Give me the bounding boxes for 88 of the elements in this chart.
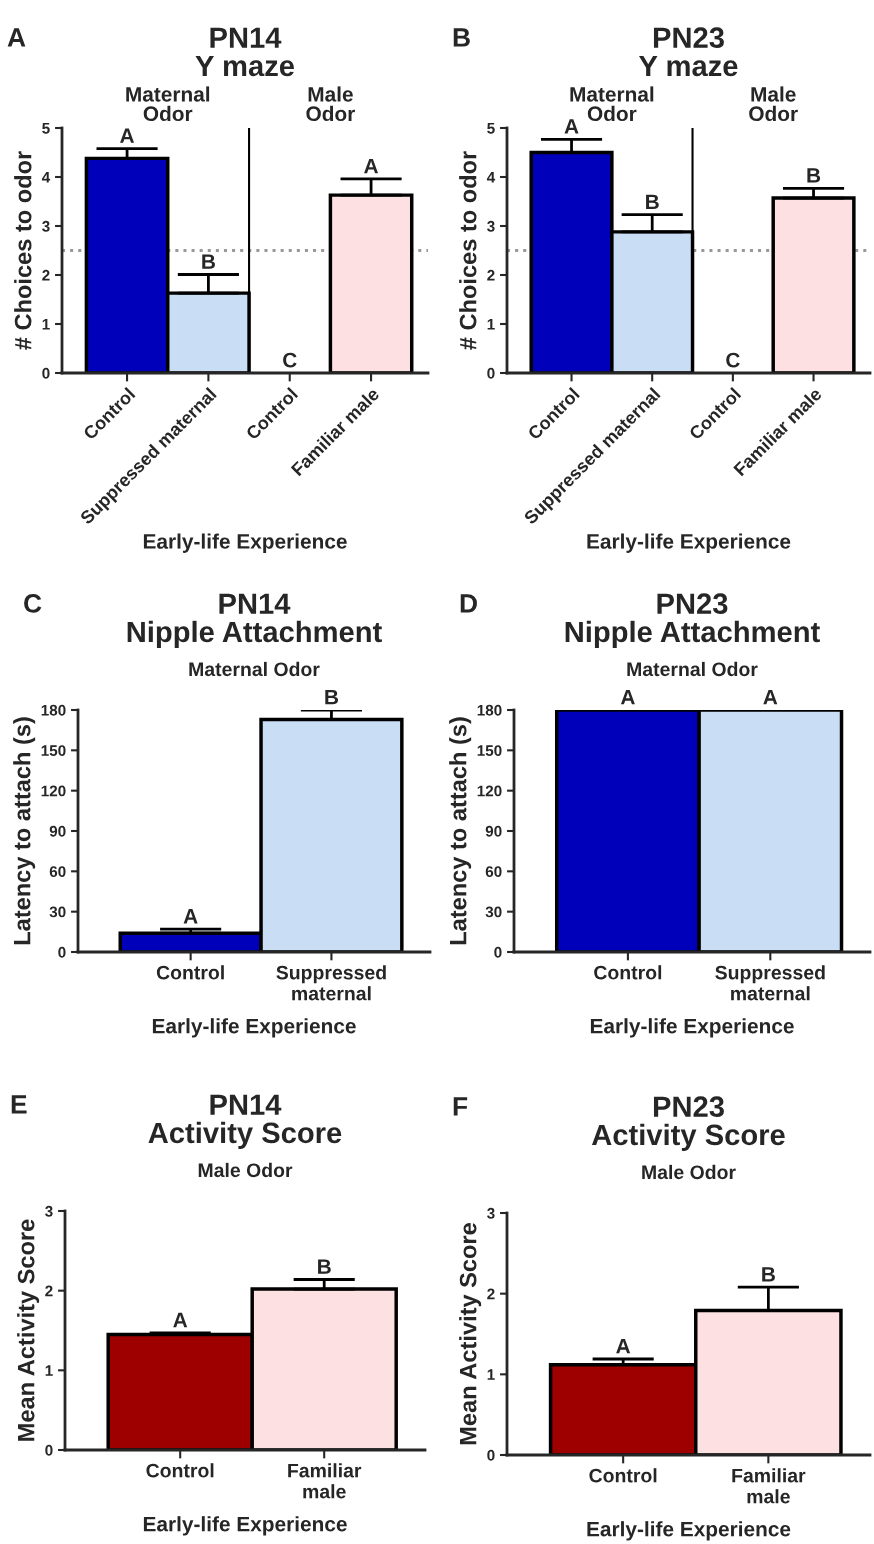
y-tick-label: 3 bbox=[45, 1205, 53, 1217]
text: Maternal Odor bbox=[126, 86, 210, 122]
chart-title: PN23 Nipple Attachment bbox=[565, 593, 820, 648]
y-tick-label: 1 bbox=[42, 319, 50, 330]
y-tick-label: 0 bbox=[487, 1449, 495, 1461]
y-tick-label: 30 bbox=[49, 906, 66, 918]
y-tick-label: 1 bbox=[487, 319, 495, 330]
data-label: B bbox=[646, 194, 659, 210]
y-tick-label: 3 bbox=[42, 220, 50, 232]
data-label: B bbox=[762, 1267, 775, 1282]
text: C bbox=[24, 594, 42, 613]
x-tick-label: Control bbox=[594, 965, 662, 980]
chart-subtitle: Maternal Odor bbox=[189, 661, 320, 677]
data-label: A bbox=[620, 689, 635, 705]
data-label: A bbox=[364, 158, 379, 174]
data-label: B bbox=[807, 168, 821, 183]
data-label: A bbox=[173, 1312, 188, 1328]
y-tick-label: 0 bbox=[58, 946, 66, 958]
data-label: B bbox=[318, 1259, 331, 1274]
data-label: B bbox=[325, 689, 339, 705]
y-tick-label: 3 bbox=[487, 220, 495, 232]
x-axis-title: Early-life Experience bbox=[590, 1018, 794, 1038]
chart-subtitle: Male Odor bbox=[198, 1162, 293, 1178]
y-tick-label: 2 bbox=[487, 269, 495, 281]
text: F bbox=[453, 1097, 468, 1116]
x-axis-title: Early-life Experience bbox=[143, 533, 347, 553]
x-tick-label: Familiar male bbox=[288, 1463, 362, 1499]
x-tick-label: Control bbox=[156, 965, 224, 980]
y-tick-label: 180 bbox=[41, 704, 66, 716]
chart-subtitle: Male Odor bbox=[642, 1164, 736, 1180]
chart-subtitle: Maternal Odor bbox=[627, 661, 758, 677]
data-label: C bbox=[283, 352, 297, 368]
x-tick-label: Suppressed maternal bbox=[715, 965, 825, 1001]
text: E bbox=[11, 1095, 27, 1114]
y-tick-label: 2 bbox=[487, 1288, 495, 1300]
y-axis-title: Mean Activity Score bbox=[459, 1223, 482, 1445]
y-tick-label: 30 bbox=[485, 906, 502, 918]
y-tick-label: 60 bbox=[49, 866, 66, 878]
text: A bbox=[7, 28, 26, 47]
chart-title: PN14 Activity Score bbox=[148, 1094, 342, 1149]
text: Male Odor bbox=[306, 86, 355, 122]
y-tick-label: 120 bbox=[477, 785, 502, 797]
text: D bbox=[460, 594, 477, 613]
x-tick-label: Familiar male bbox=[732, 1468, 806, 1504]
y-axis-title: # Choices to odor bbox=[14, 151, 32, 350]
y-tick-label: 5 bbox=[487, 123, 495, 134]
y-tick-label: 4 bbox=[41, 172, 51, 183]
x-axis-title: Early-life Experience bbox=[152, 1018, 356, 1038]
data-label: B bbox=[202, 254, 215, 269]
y-tick-label: 90 bbox=[485, 825, 502, 837]
chart-title: PN14 Y maze bbox=[195, 27, 295, 77]
y-tick-label: 90 bbox=[49, 825, 66, 837]
text: Male Odor bbox=[749, 86, 798, 122]
data-label: A bbox=[183, 909, 198, 924]
chart-title: PN14 Nipple Attachment bbox=[127, 593, 382, 648]
x-tick-label: Control bbox=[146, 1463, 214, 1478]
y-tick-label: 2 bbox=[45, 1285, 53, 1297]
y-tick-label: 5 bbox=[42, 123, 50, 134]
x-axis-title: Early-life Experience bbox=[143, 1516, 347, 1536]
x-tick-label: Control bbox=[589, 1468, 657, 1483]
data-label: A bbox=[763, 689, 778, 705]
chart-title: PN23 Y maze bbox=[638, 27, 738, 77]
y-tick-label: 150 bbox=[477, 745, 502, 757]
y-tick-label: 4 bbox=[486, 172, 496, 183]
x-tick-label: Suppressed maternal bbox=[276, 965, 386, 1001]
y-axis-title: Latency to attach (s) bbox=[449, 717, 472, 945]
y-tick-label: 0 bbox=[487, 367, 495, 379]
data-label: A bbox=[616, 1338, 631, 1354]
data-label: A bbox=[120, 128, 135, 143]
y-tick-label: 150 bbox=[41, 745, 66, 757]
y-tick-label: 0 bbox=[42, 367, 50, 379]
y-tick-label: 3 bbox=[487, 1207, 495, 1219]
text: B bbox=[453, 28, 470, 47]
y-axis-title: Mean Activity Score bbox=[17, 1219, 40, 1441]
x-axis-title: Early-life Experience bbox=[587, 533, 791, 553]
data-label: C bbox=[726, 352, 740, 368]
x-axis-title: Early-life Experience bbox=[587, 1521, 791, 1541]
y-tick-label: 0 bbox=[45, 1444, 53, 1456]
y-tick-label: 1 bbox=[45, 1365, 53, 1376]
chart-title: PN23 Activity Score bbox=[591, 1096, 785, 1151]
y-tick-label: 60 bbox=[485, 866, 502, 878]
y-axis-title: Latency to attach (s) bbox=[13, 717, 36, 945]
y-tick-label: 1 bbox=[487, 1369, 495, 1380]
y-tick-label: 120 bbox=[41, 785, 66, 797]
y-axis-title: # Choices to odor bbox=[459, 151, 477, 350]
y-tick-label: 0 bbox=[494, 946, 502, 958]
y-tick-label: 2 bbox=[42, 269, 50, 281]
y-tick-label: 180 bbox=[477, 704, 502, 716]
